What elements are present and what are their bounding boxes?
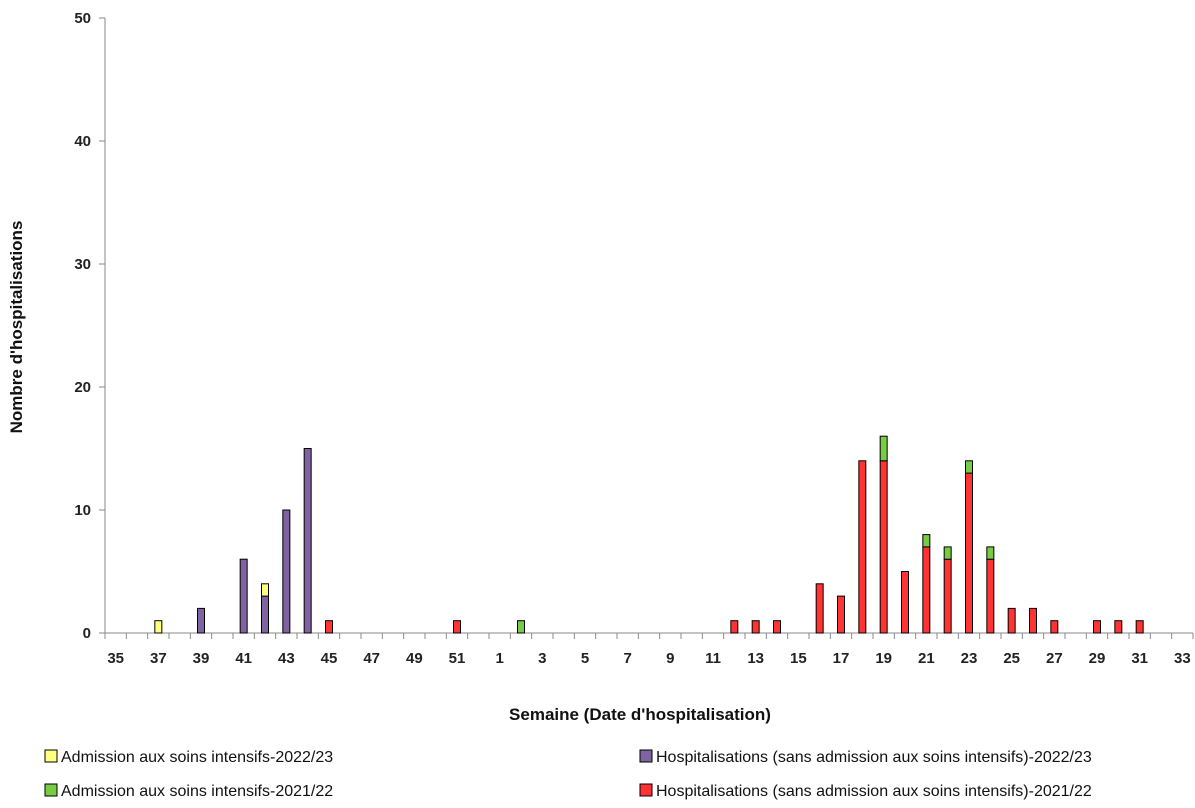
bar-segment: [730, 620, 739, 634]
x-tick-label: 33: [1174, 650, 1191, 667]
bar-segment: [453, 620, 461, 634]
x-tick-label: 25: [1003, 650, 1020, 667]
legend-swatch: [639, 749, 653, 763]
bar-segment: [1135, 620, 1144, 634]
bar-segment: [282, 509, 291, 634]
y-axis-title: Nombre d'hospitalisations: [7, 221, 26, 434]
x-tick-label: 13: [747, 650, 764, 667]
x-tick-label: 9: [666, 650, 674, 667]
bar-segment: [303, 448, 312, 634]
legend-entry: Hospitalisations (sans admission aux soi…: [656, 749, 1092, 766]
x-tick-label: 51: [449, 650, 466, 667]
y-tick-label: 10: [74, 502, 91, 519]
bar-segment: [773, 620, 781, 634]
legend-swatch: [639, 783, 653, 797]
x-tick-label: 3: [538, 650, 546, 667]
x-tick-label: 19: [875, 650, 892, 667]
bar-segment: [922, 546, 931, 634]
bar-segment: [325, 620, 333, 634]
x-tick-label: 17: [833, 650, 850, 667]
x-tick-label: 7: [623, 650, 631, 667]
bar-segment: [879, 460, 888, 634]
bar-segment: [261, 583, 269, 597]
bar-segment: [197, 607, 205, 634]
bar-segment: [1029, 607, 1037, 634]
bar-segment: [858, 460, 867, 634]
x-tick-label: 15: [790, 650, 807, 667]
x-tick-label: 5: [581, 650, 589, 667]
bar-segment: [879, 435, 888, 462]
legend-swatch: [44, 749, 58, 763]
x-axis-title: Semaine (Date d'hospitalisation): [509, 705, 771, 724]
bar-segment: [1114, 620, 1123, 634]
bar-segment: [1093, 620, 1101, 634]
bar-segment: [837, 595, 845, 634]
bar-segment: [751, 620, 760, 634]
bar-segment: [986, 546, 995, 560]
x-tick-label: 21: [918, 650, 935, 667]
x-tick-label: 37: [150, 650, 167, 667]
y-tick-label: 20: [74, 379, 91, 396]
x-tick-label: 47: [363, 650, 380, 667]
x-tick-label: 35: [107, 650, 124, 667]
y-tick-label: 0: [83, 625, 91, 642]
legend-swatch: [44, 783, 58, 797]
x-tick-label: 11: [705, 650, 721, 667]
y-tick-label: 40: [74, 133, 91, 150]
legend-entry: Admission aux soins intensifs-2021/22: [61, 783, 333, 800]
bars: [154, 435, 1144, 634]
bar-segment: [154, 620, 163, 634]
legend-entry: Hospitalisations (sans admission aux soi…: [656, 783, 1092, 800]
axes: [99, 17, 1194, 639]
x-tick-label: 23: [961, 650, 978, 667]
bar-segment: [943, 558, 952, 634]
bar-segment: [1050, 620, 1059, 634]
bar-segment: [901, 571, 909, 634]
bar-segment: [965, 472, 973, 634]
x-tick-label: 41: [235, 650, 252, 667]
x-tick-label: 45: [321, 650, 338, 667]
bar-segment: [261, 595, 269, 634]
bar-segment: [922, 534, 931, 548]
x-tick-label: 31: [1131, 650, 1148, 667]
y-tick-label: 30: [74, 256, 91, 273]
x-tick-label: 39: [193, 650, 210, 667]
x-tick-label: 43: [278, 650, 295, 667]
bar-segment: [1007, 607, 1016, 634]
legend: Admission aux soins intensifs-2022/23 Hos…: [44, 749, 1092, 800]
x-tick-label: 49: [406, 650, 423, 667]
bar-segment: [965, 460, 973, 474]
bar-segment: [986, 558, 995, 634]
x-tick-label: 1: [495, 650, 503, 667]
y-tick-label: 50: [74, 10, 91, 27]
bar-segment: [815, 583, 824, 634]
bar-segment: [943, 546, 952, 560]
x-tick-label: 27: [1046, 650, 1063, 667]
legend-entry: Admission aux soins intensifs-2022/23: [61, 749, 333, 766]
bar-segment: [239, 558, 248, 634]
x-tick-label: 29: [1089, 650, 1106, 667]
bar-segment: [517, 620, 525, 634]
